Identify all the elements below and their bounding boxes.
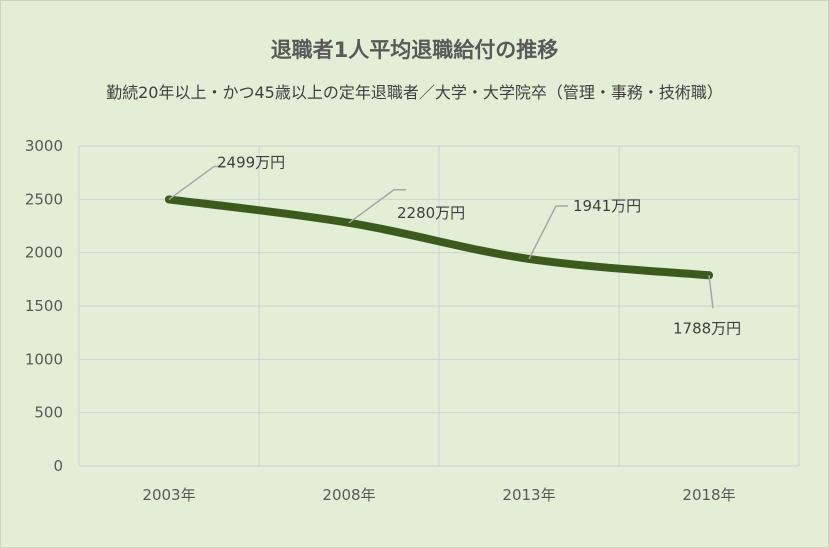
y-tick-label: 500	[34, 404, 63, 422]
data-label: 1941万円	[573, 197, 641, 215]
x-tick-label: 2018年	[682, 486, 735, 504]
y-tick-label: 1500	[25, 297, 63, 315]
chart-title: 退職者1人平均退職給付の推移	[270, 38, 559, 62]
data-label: 2280万円	[397, 204, 465, 222]
data-label-leader	[528, 205, 568, 260]
y-tick-label: 1000	[25, 350, 63, 368]
data-label: 2499万円	[217, 153, 285, 171]
x-tick-label: 2003年	[142, 486, 195, 504]
x-tick-label: 2013年	[502, 486, 555, 504]
data-label-leader	[168, 165, 226, 201]
series-line	[165, 195, 713, 280]
chart-subtitle: 勤続20年以上・かつ45歳以上の定年退職者／大学・大学院卒（管理・事務・技術職）	[106, 83, 723, 102]
y-tick-label: 2500	[25, 190, 63, 208]
data-label-leader	[708, 275, 714, 309]
y-tick-label: 0	[53, 457, 63, 475]
y-tick-label: 2000	[25, 244, 63, 262]
y-tick-label: 3000	[25, 137, 63, 155]
data-label: 1788万円	[673, 319, 741, 337]
x-tick-label: 2008年	[322, 486, 375, 504]
data-label-leader	[348, 189, 406, 224]
